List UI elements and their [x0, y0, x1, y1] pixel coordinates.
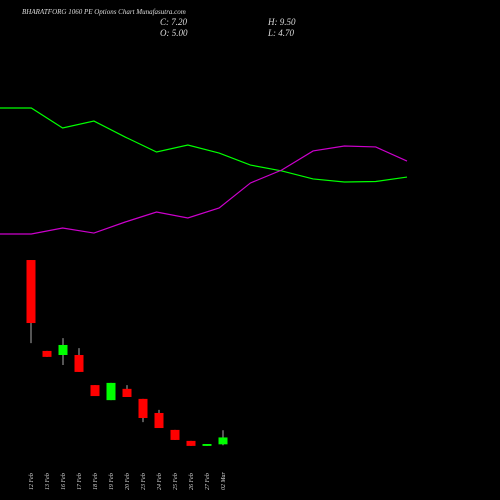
candle-body: [58, 344, 68, 355]
candle-body: [186, 440, 196, 446]
x-tick-label: 18 Feb: [93, 473, 99, 490]
candle-body: [202, 444, 212, 446]
x-tick-label: 16 Feb: [61, 473, 67, 490]
line-series: [0, 107, 408, 183]
low-stat: L: 4.70: [267, 28, 295, 38]
x-tick-label: 13 Feb: [45, 473, 51, 490]
x-tick-label: 17 Feb: [77, 473, 83, 490]
candle-body: [74, 355, 84, 372]
high-stat: H: 9.50: [267, 17, 296, 27]
chart-title: BHARATFORG 1060 PE Options Chart Munafas…: [22, 8, 186, 16]
x-tick-label: 23 Feb: [141, 473, 147, 490]
candle-body: [138, 398, 148, 418]
x-tick-label: 27 Feb: [205, 473, 211, 490]
x-tick-label: 26 Feb: [189, 473, 195, 490]
candle-body: [90, 385, 100, 397]
x-tick-label: 12 Feb: [29, 473, 35, 490]
close-stat: C: 7.20: [160, 17, 188, 27]
candle-body: [122, 388, 132, 397]
open-stat: O: 5.00: [160, 28, 188, 38]
x-tick-label: 25 Feb: [173, 473, 179, 490]
candle-body: [218, 437, 228, 445]
line-series: [0, 145, 408, 235]
candle-body: [42, 350, 52, 357]
x-tick-label: 02 Mar: [221, 472, 227, 490]
x-tick-label: 24 Feb: [156, 473, 163, 490]
x-tick-label: 19 Feb: [109, 473, 115, 490]
x-tick-label: 20 Feb: [125, 473, 131, 490]
candle-body: [26, 260, 36, 324]
candle-body: [106, 382, 116, 401]
candle-body: [154, 412, 164, 429]
candle-body: [170, 429, 180, 440]
